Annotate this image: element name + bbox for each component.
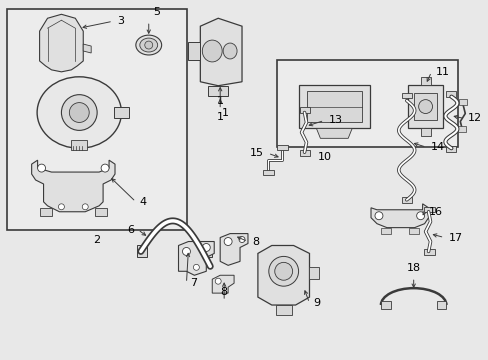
Text: 11: 11 (435, 67, 448, 77)
Circle shape (59, 204, 64, 210)
Ellipse shape (202, 40, 222, 62)
Polygon shape (202, 246, 212, 257)
Ellipse shape (136, 35, 162, 55)
Polygon shape (457, 126, 466, 132)
Polygon shape (137, 246, 146, 257)
Ellipse shape (274, 262, 292, 280)
Polygon shape (299, 107, 310, 113)
Text: 15: 15 (249, 148, 264, 158)
Polygon shape (178, 242, 214, 275)
Text: 5: 5 (152, 7, 160, 17)
Text: 18: 18 (406, 263, 420, 273)
Text: 8: 8 (251, 237, 259, 247)
Ellipse shape (223, 43, 237, 59)
Polygon shape (95, 208, 107, 216)
Polygon shape (276, 145, 287, 150)
Polygon shape (71, 140, 87, 150)
Circle shape (82, 204, 88, 210)
Text: 3: 3 (117, 16, 124, 26)
Ellipse shape (140, 38, 157, 52)
Polygon shape (83, 44, 91, 53)
Polygon shape (446, 91, 455, 96)
Polygon shape (420, 129, 429, 136)
Polygon shape (380, 301, 390, 309)
Text: 1: 1 (222, 108, 229, 118)
Text: 1: 1 (216, 112, 223, 122)
Polygon shape (208, 86, 228, 96)
Circle shape (193, 264, 199, 270)
Polygon shape (188, 42, 200, 60)
Circle shape (224, 238, 232, 246)
Ellipse shape (268, 256, 298, 286)
Polygon shape (370, 204, 427, 228)
Circle shape (418, 100, 432, 113)
Text: 16: 16 (427, 207, 442, 217)
Circle shape (416, 212, 424, 220)
Text: 2: 2 (93, 234, 101, 244)
Text: 8: 8 (220, 287, 227, 297)
Circle shape (69, 103, 89, 122)
Polygon shape (263, 170, 273, 175)
Bar (413, 93, 437, 121)
Polygon shape (40, 14, 83, 72)
Circle shape (38, 164, 45, 172)
Polygon shape (436, 301, 446, 309)
Polygon shape (423, 249, 434, 255)
Bar (298, 85, 369, 129)
Text: 17: 17 (447, 233, 462, 243)
Text: 7: 7 (190, 278, 197, 288)
Circle shape (182, 247, 190, 255)
Text: 12: 12 (468, 113, 481, 123)
Polygon shape (401, 197, 411, 203)
Circle shape (101, 164, 109, 172)
Ellipse shape (37, 77, 121, 148)
Circle shape (239, 237, 244, 243)
Polygon shape (212, 275, 234, 293)
Bar (407, 85, 443, 129)
Polygon shape (446, 146, 455, 152)
Polygon shape (32, 160, 115, 212)
Polygon shape (299, 150, 310, 156)
Circle shape (61, 95, 97, 130)
Text: 6: 6 (126, 225, 134, 235)
Circle shape (202, 243, 210, 251)
Bar (306, 91, 361, 122)
Text: 4: 4 (140, 197, 146, 207)
Text: 1: 1 (216, 95, 223, 105)
Polygon shape (257, 246, 309, 305)
Circle shape (215, 278, 221, 284)
Ellipse shape (144, 41, 152, 49)
Polygon shape (316, 129, 351, 138)
Polygon shape (423, 207, 434, 212)
Polygon shape (309, 267, 319, 279)
Polygon shape (40, 208, 51, 216)
Polygon shape (114, 107, 129, 118)
Circle shape (374, 212, 382, 220)
Polygon shape (275, 305, 291, 315)
Polygon shape (380, 228, 390, 234)
Text: 13: 13 (327, 116, 342, 126)
Polygon shape (408, 228, 418, 234)
Polygon shape (401, 93, 411, 98)
Polygon shape (420, 77, 429, 85)
Polygon shape (220, 234, 247, 265)
Bar (276, 60, 457, 147)
Bar (7, 9, 187, 230)
Text: 9: 9 (313, 298, 320, 308)
Polygon shape (200, 18, 242, 86)
Text: 14: 14 (429, 142, 444, 152)
Text: 10: 10 (317, 152, 331, 162)
Polygon shape (458, 99, 467, 105)
